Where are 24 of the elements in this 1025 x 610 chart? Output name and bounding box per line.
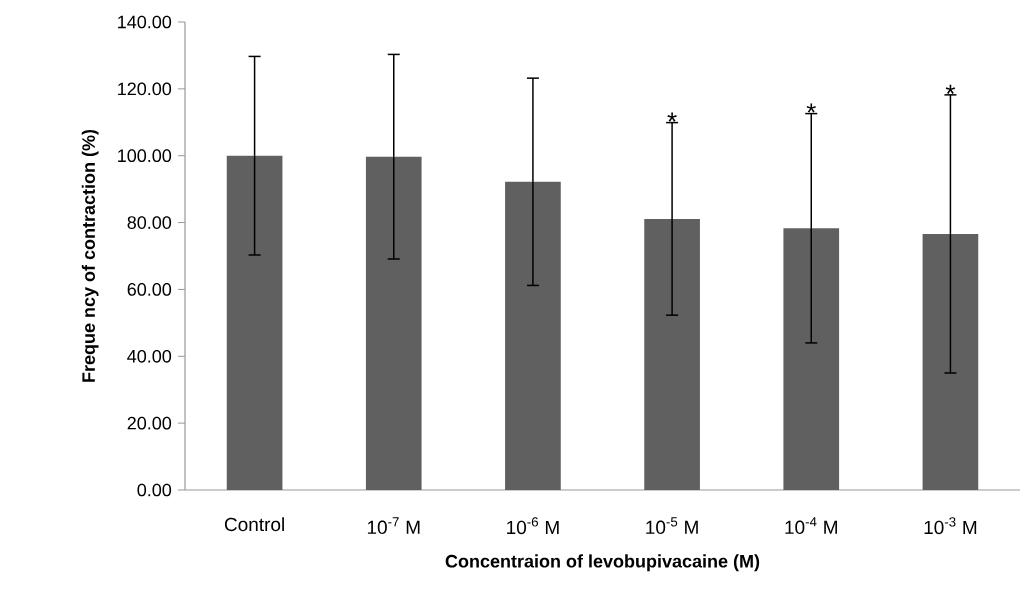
x-tick-label: 10$^{-5}$ M (646, 517, 698, 535)
x-axis-title: Concentraion of levobupivacaine (M) (445, 554, 760, 572)
y-tick-label: 100.00 (118, 149, 172, 163)
bar (505, 181, 561, 490)
annotation: * (806, 103, 816, 113)
bar (644, 218, 700, 490)
y-tick-label: 120.00 (118, 82, 172, 96)
annotation: * (945, 84, 956, 94)
x-tick-label: 10$^{-6}$ M (507, 517, 559, 535)
bar (783, 228, 840, 490)
y-tick-label: 0.00 (137, 483, 172, 497)
x-tick-label: 10$^{-4}$ M (785, 517, 837, 535)
bar (365, 156, 422, 490)
y-tick-label: 60.00 (127, 283, 172, 296)
x-tick-label: Control (224, 517, 284, 532)
y-tick-label: 80.00 (127, 216, 172, 229)
y-axis-title: Freque ncy of contraction (%) (81, 129, 99, 382)
y-tick-label: 140.00 (118, 15, 172, 29)
x-tick-label: 10$^{-3}$ M (924, 517, 977, 535)
y-tick-label: 20.00 (127, 416, 172, 430)
x-tick-label: 10$^{-7}$ M (367, 517, 420, 535)
bar (226, 155, 283, 490)
y-tick-label: 40.00 (127, 349, 172, 363)
annotation: * (667, 112, 677, 122)
